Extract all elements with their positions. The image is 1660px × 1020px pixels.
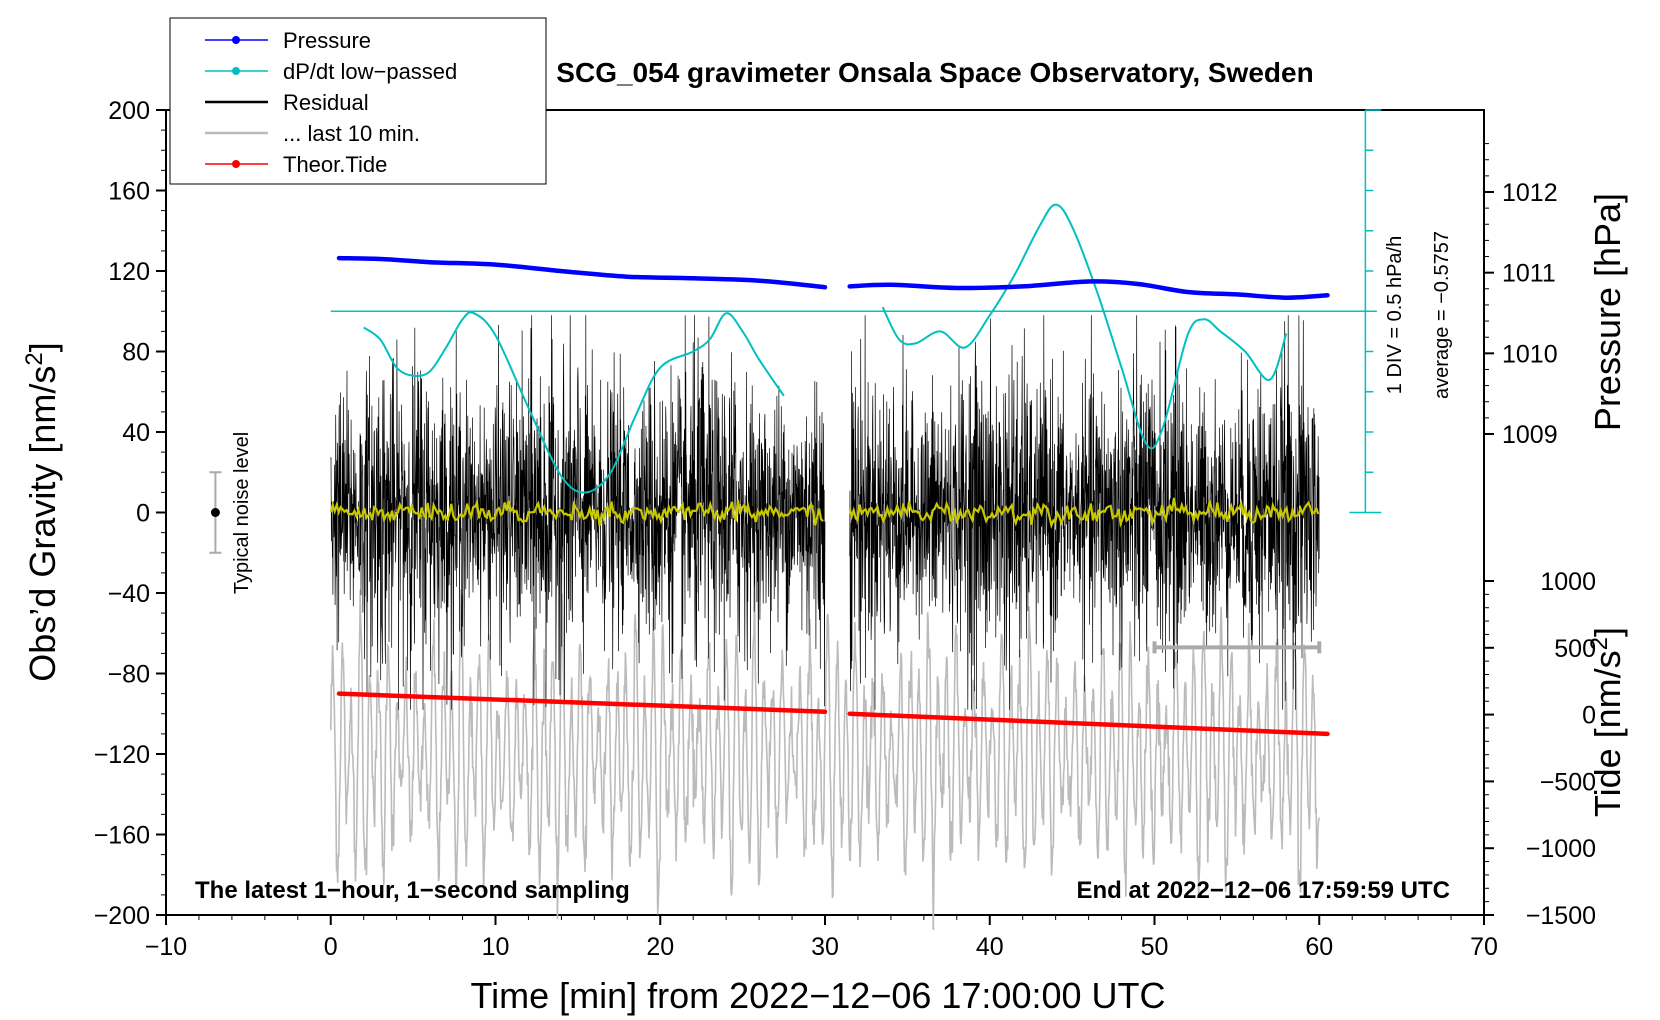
y-axis-label-tide-sup: 2: [1586, 637, 1613, 650]
tide-line: [847, 711, 1330, 737]
legend: Pressure dP/dt low−passed Residual ... last…: [169, 17, 547, 185]
y-axis-label-tide-close: ]: [1587, 627, 1628, 637]
tide-tick-label: −500: [1540, 768, 1596, 796]
pressure-tick-label: 1010: [1502, 340, 1558, 368]
tide-tick-label: −1000: [1526, 835, 1596, 863]
pressure-line: [336, 255, 828, 290]
y-left-tick-label: 200: [108, 97, 150, 125]
x-tick-label: 40: [976, 933, 1004, 961]
x-tick-label: 70: [1470, 933, 1498, 961]
annotations: [209, 471, 1322, 654]
tide-tick-label: 0: [1582, 702, 1596, 730]
tide-tick-label: 500: [1554, 635, 1596, 663]
legend-label: ... last 10 min.: [283, 121, 420, 146]
pressure-tick-label: 1011: [1502, 260, 1556, 288]
legend-label: Residual: [283, 90, 369, 115]
y-left-tick-label: 0: [136, 500, 150, 528]
legend-marker: [232, 36, 240, 44]
x-axis-label: Time [min] from 2022−12−06 17:00:00 UTC: [470, 975, 1165, 1016]
y-left-tick-label: −160: [94, 822, 150, 850]
last-10-min-series: [330, 575, 1320, 931]
tide-tick-label: −1500: [1526, 902, 1596, 930]
chart-title: SCG_054 gravimeter Onsala Space Observat…: [556, 57, 1313, 88]
y-left-tick-label: −40: [108, 580, 150, 608]
legend-items: Pressure dP/dt low−passed Residual ... last…: [205, 28, 457, 177]
y-left-tick-label: 160: [108, 178, 150, 206]
residual-smoothed-line: [848, 497, 1320, 530]
x-tick-label: 60: [1305, 933, 1333, 961]
legend-label: Pressure: [283, 28, 371, 53]
dpdt-line: [363, 311, 785, 494]
legend-marker: [232, 160, 240, 168]
y-axis-label-left-close: ]: [22, 342, 63, 352]
note-latest-hour: The latest 1−hour, 1−second sampling: [195, 877, 630, 904]
tide-line: [336, 691, 828, 714]
note-end-time: End at 2022−12−06 17:59:59 UTC: [1076, 877, 1450, 904]
dpdt-scale-label: 1 DIV = 0.5 hPa/h: [1384, 236, 1406, 394]
y-left-tick-label: 120: [108, 258, 150, 286]
last-10-min-line: [330, 575, 1320, 931]
x-tick-label: 10: [482, 933, 510, 961]
pressure-series: [336, 255, 1330, 300]
x-tick-label: −10: [145, 933, 187, 961]
dpdt-line: [881, 203, 1288, 450]
legend-label: Theor.Tide: [283, 152, 387, 177]
y-left-tick-label: −120: [94, 741, 150, 769]
x-tick-label: 0: [324, 933, 338, 961]
legend-label: dP/dt low−passed: [283, 59, 457, 84]
pressure-tick-label: 1009: [1502, 421, 1558, 449]
pressure-tick-label: 1012: [1502, 179, 1558, 207]
noise-level-label: Typical noise level: [231, 432, 253, 594]
y-axis-label-left-main: Obs’d Gravity [nm/s: [22, 366, 63, 682]
residual-smoothed-line: [329, 499, 824, 526]
dpdt-series: [330, 109, 1382, 514]
y-left-tick-label: 80: [122, 339, 150, 367]
noise-bar-point: [210, 508, 220, 517]
y-axis-label-tide: Tide [nm/s2]: [1586, 627, 1628, 817]
pressure-line: [847, 279, 1330, 300]
legend-marker: [232, 67, 240, 75]
axes-ticks: −10 0 10 20 30 40 50 60 70 200 160 120 80 40 0 −40 −80 −1…: [94, 97, 1596, 961]
dpdt-average-label: average = −0.5757: [1431, 231, 1453, 399]
y-axis-label-left-sup: 2: [21, 352, 48, 365]
tide-series: [336, 691, 1330, 737]
y-left-tick-label: −200: [94, 902, 150, 930]
residual-smoothed-series: [329, 497, 1320, 530]
y-axis-label-tide-main: Tide [nm/s: [1587, 650, 1628, 817]
x-tick-label: 30: [811, 933, 839, 961]
residual-line: [330, 315, 826, 710]
x-tick-label: 20: [646, 933, 674, 961]
y-axis-label-left: Obs’d Gravity [nm/s2]: [21, 342, 63, 681]
y-axis-label-pressure: Pressure [hPa]: [1587, 193, 1628, 431]
y-left-tick-label: 40: [122, 419, 150, 447]
residual-series: [330, 315, 1320, 710]
x-tick-label: 50: [1141, 933, 1169, 961]
residual-line: [849, 315, 1320, 710]
tide-tick-label: 1000: [1540, 568, 1596, 596]
y-left-tick-label: −80: [108, 661, 150, 689]
